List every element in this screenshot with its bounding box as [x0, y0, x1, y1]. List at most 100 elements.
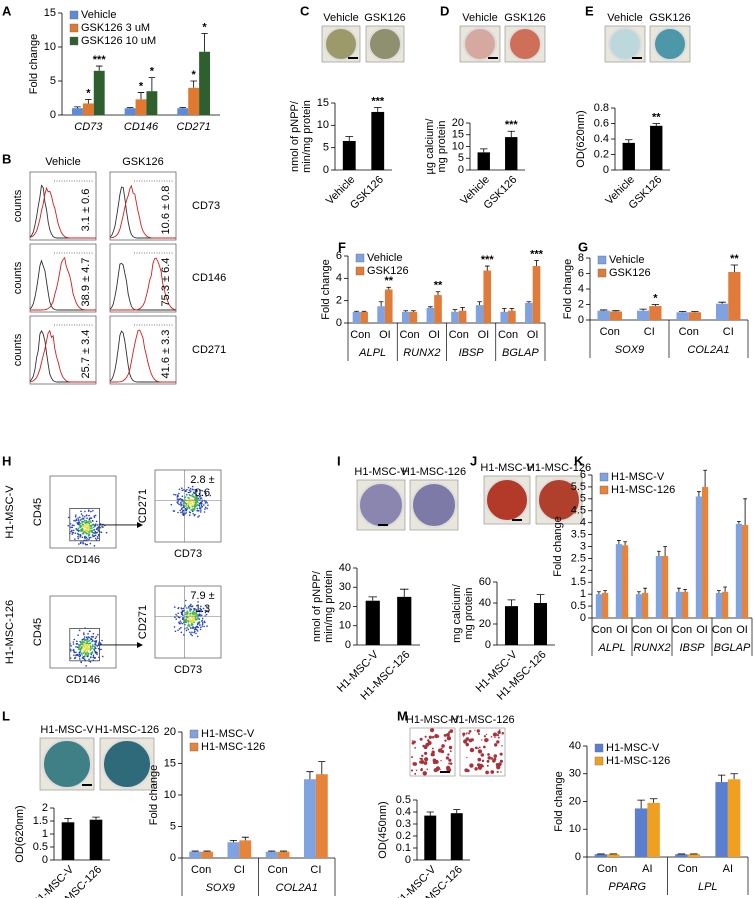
event-dot — [100, 531, 103, 534]
x-tick-label: Con — [712, 624, 732, 636]
event-dot — [83, 636, 86, 638]
y-tick-label: 0.4 — [594, 133, 609, 145]
y-axis-label: Fold change — [320, 259, 332, 320]
event-dot — [83, 524, 86, 527]
dish-well — [485, 478, 529, 522]
stain-spot — [464, 768, 469, 773]
event-dot — [191, 617, 194, 619]
event-dot — [85, 532, 88, 535]
panel-label: H — [2, 453, 11, 468]
event-dot — [79, 542, 82, 545]
event-dot — [78, 523, 80, 526]
bar — [607, 854, 620, 857]
bar — [715, 782, 728, 857]
error-bar — [241, 836, 249, 841]
event-dot — [77, 522, 80, 525]
event-dot — [74, 657, 77, 659]
stain-spot — [427, 740, 432, 746]
y-tick-label: 2 — [578, 298, 584, 310]
event-dot — [83, 646, 86, 648]
y-tick-label: 0 — [580, 612, 586, 624]
row-label: H1-MSC-V — [4, 485, 16, 539]
event-dot — [206, 609, 208, 612]
dish-well — [463, 27, 497, 61]
bar — [458, 310, 467, 323]
event-dot — [191, 634, 193, 637]
event-dot — [90, 635, 93, 638]
event-dot — [77, 654, 79, 657]
x-tick-label: Con — [678, 863, 698, 875]
event-dot — [95, 652, 98, 654]
event-dot — [73, 654, 75, 656]
dish-well — [653, 27, 687, 61]
error-bar — [279, 850, 288, 852]
event-dot — [185, 512, 187, 514]
error-bar — [426, 811, 434, 816]
error-bar — [452, 309, 458, 312]
histogram-curve — [110, 257, 177, 311]
event-dot — [80, 541, 82, 543]
event-dot — [102, 526, 104, 528]
event-dot — [78, 629, 81, 632]
x-tick-label: CI — [234, 864, 245, 876]
event-dot — [178, 488, 181, 491]
bar — [483, 270, 492, 323]
significance-label: ** — [652, 111, 661, 123]
y-tick-label: 0.6 — [594, 117, 609, 129]
event-dot — [204, 508, 206, 510]
event-dot — [187, 504, 190, 507]
event-dot — [194, 616, 197, 619]
event-dot — [197, 497, 200, 500]
event-dot — [175, 613, 177, 616]
event-dot — [181, 489, 184, 492]
event-dot — [92, 636, 95, 638]
bar — [622, 545, 629, 618]
y-tick-label: 0 — [50, 109, 56, 121]
event-dot — [93, 640, 96, 643]
event-dot — [87, 524, 90, 527]
legend-swatch — [69, 10, 79, 20]
bar — [500, 311, 509, 323]
axis-label: CD146 — [66, 674, 100, 686]
y-axis-label: µg calcium/ — [424, 118, 436, 175]
event-dot — [186, 503, 189, 505]
significance-label: * — [150, 66, 155, 78]
stain-spot — [501, 745, 503, 747]
event-dot — [84, 525, 87, 528]
event-dot — [73, 519, 75, 522]
stain-spot — [498, 766, 501, 769]
event-dot — [89, 649, 92, 651]
event-dot — [205, 492, 207, 495]
event-dot — [200, 497, 202, 500]
event-dot — [95, 644, 97, 646]
event-dot — [82, 638, 84, 641]
y-tick-label: 0.2 — [396, 830, 411, 842]
y-tick-label: 0.5 — [571, 600, 586, 612]
stain-spot — [497, 736, 500, 739]
event-dot — [190, 490, 192, 493]
event-dot — [94, 537, 97, 540]
stain-spot — [476, 729, 480, 733]
event-dot — [192, 491, 195, 494]
event-dot — [198, 495, 201, 498]
bar — [622, 142, 635, 170]
stain-spot — [496, 771, 499, 774]
bar — [227, 842, 240, 858]
event-dot — [84, 535, 86, 538]
scatter-box — [49, 595, 117, 669]
error-bar — [743, 498, 747, 526]
event-dot — [193, 617, 196, 620]
y-tick-label: 2 — [42, 802, 48, 814]
legend-swatch — [594, 743, 604, 753]
stain-spot — [466, 732, 468, 734]
error-bar — [717, 774, 726, 783]
event-dot — [92, 656, 95, 658]
event-dot — [190, 633, 192, 635]
bar — [360, 311, 368, 323]
event-dot — [77, 519, 80, 521]
group-label: BGLAP — [502, 347, 539, 359]
stat-label: 2.8 ± — [190, 474, 214, 486]
stain-spot — [419, 737, 423, 741]
row-label: H1-MSC-126 — [4, 600, 16, 664]
event-dot — [92, 639, 94, 642]
